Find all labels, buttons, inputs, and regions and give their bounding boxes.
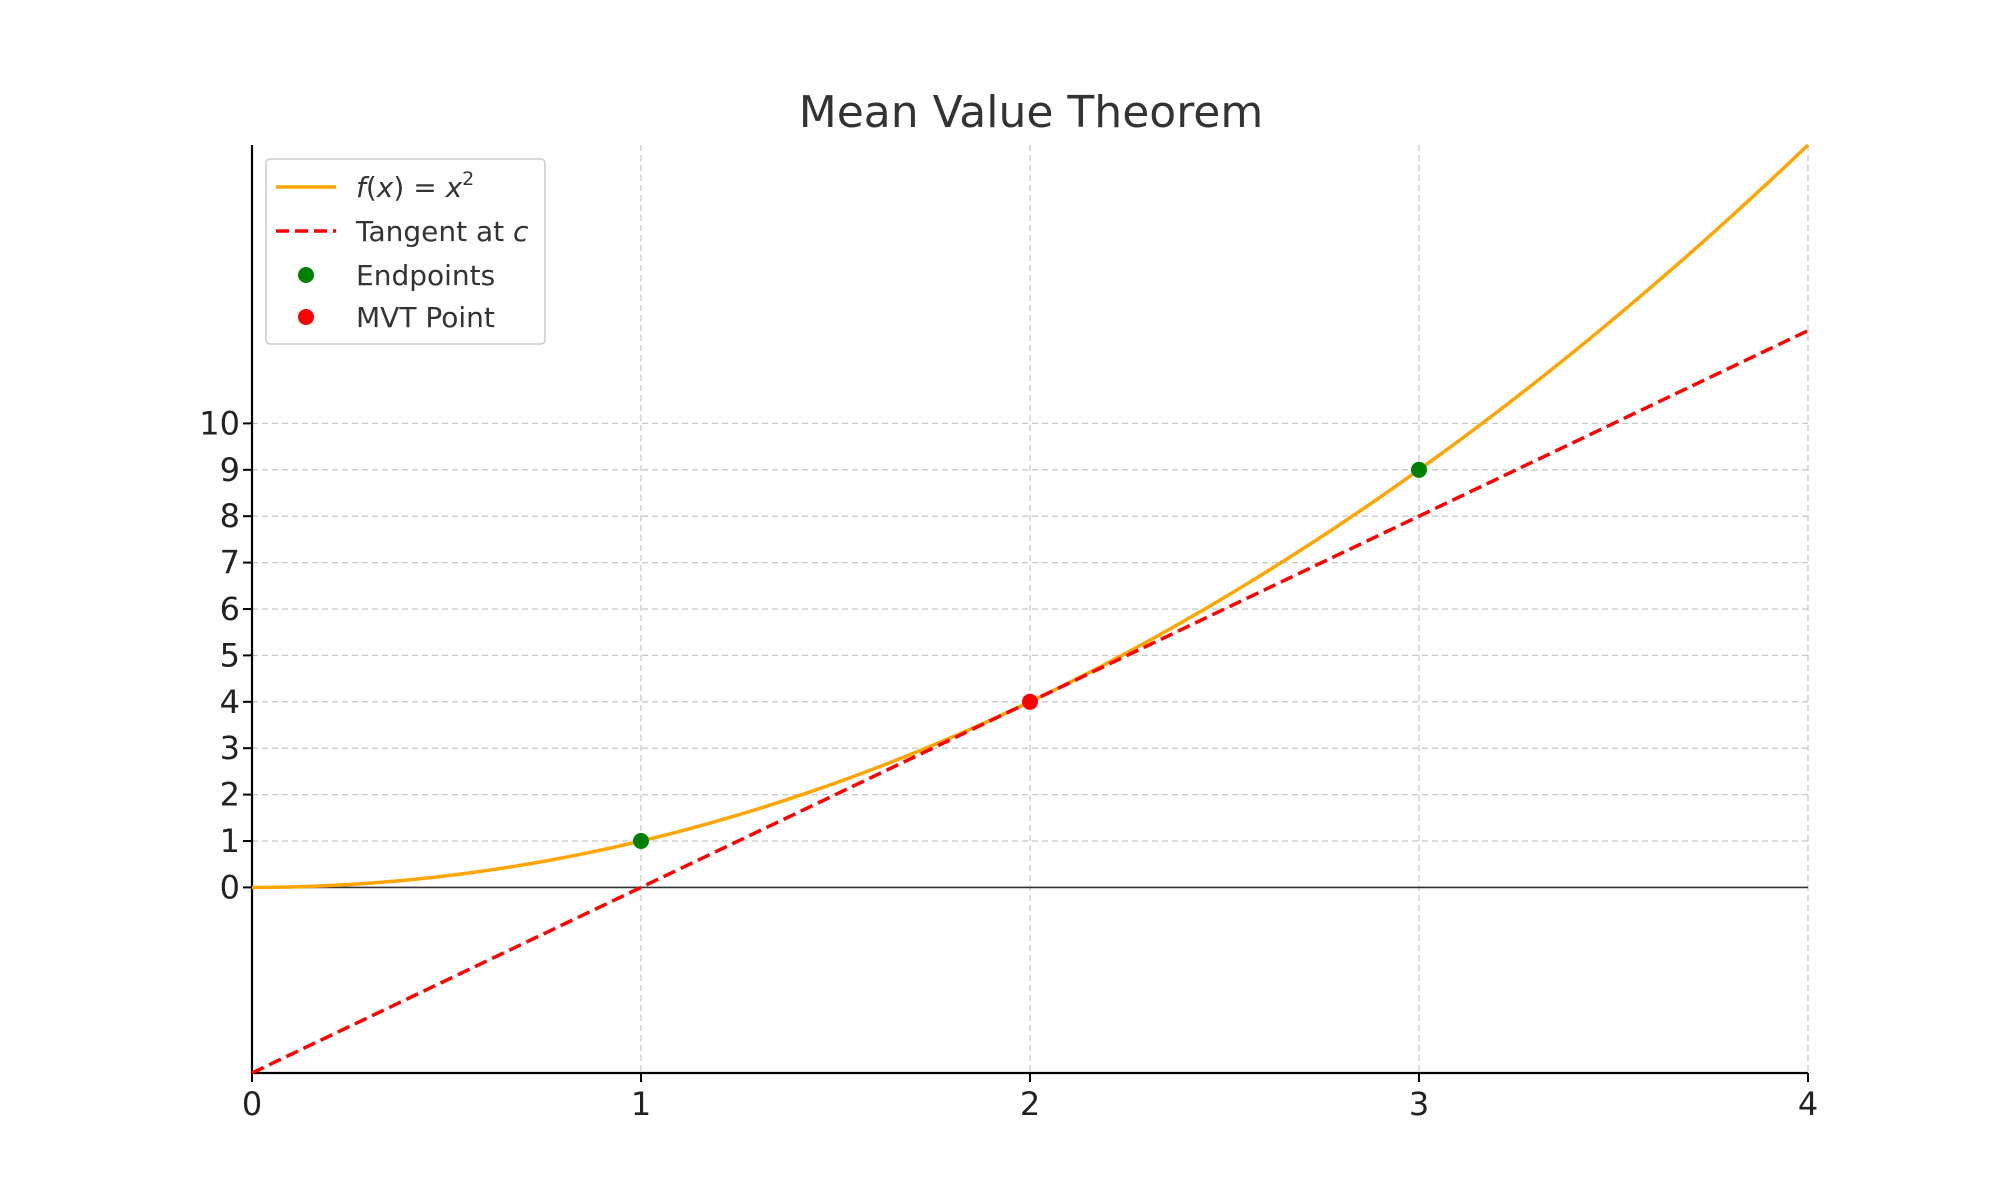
legend-exponent: 2 <box>462 168 474 190</box>
legend-endpoints-marker <box>298 267 314 283</box>
endpoint-marker <box>633 833 649 849</box>
y-tick-label: 3 <box>220 729 240 767</box>
legend-label-endpoints: Endpoints <box>356 259 495 292</box>
legend-x-base: x <box>445 171 463 204</box>
axes <box>243 145 1809 1082</box>
y-tick-label: 2 <box>220 776 240 814</box>
legend-label-curve: f(x) = x2 <box>356 168 474 204</box>
legend-open-paren: ( <box>366 171 377 204</box>
x-tick-label: 4 <box>1798 1085 1818 1123</box>
y-tick-label: 8 <box>220 497 240 535</box>
y-tick-label: 4 <box>220 683 240 721</box>
y-tick-label: 9 <box>220 451 240 489</box>
x-tick-label: 0 <box>242 1085 262 1123</box>
y-tick-label: 10 <box>199 404 240 442</box>
legend-mvt-marker <box>298 309 314 325</box>
chart-title: Mean Value Theorem <box>799 87 1264 138</box>
legend-tangent-prefix: Tangent at <box>355 215 513 248</box>
legend-tangent-c: c <box>513 215 529 248</box>
series <box>251 143 1810 1075</box>
endpoint-marker <box>1411 461 1427 478</box>
x-tick-label: 1 <box>631 1085 651 1123</box>
y-tick-label: 5 <box>220 636 240 674</box>
y-tick-label: 7 <box>220 544 240 582</box>
y-tick-label: 0 <box>220 868 240 906</box>
y-tick-label: 6 <box>220 590 240 628</box>
legend-label-mvt: MVT Point <box>356 301 495 334</box>
legend-close-paren: ) <box>393 171 404 204</box>
legend-label-tangent: Tangent at c <box>355 215 529 248</box>
mvt-point-marker <box>1022 693 1038 710</box>
legend-box <box>265 158 546 345</box>
legend-x: x <box>376 171 394 204</box>
legend-equals: = <box>404 171 445 204</box>
x-tick-label: 3 <box>1409 1085 1429 1123</box>
tick-labels: 0 1 2 3 4 0 1 2 3 4 5 6 7 8 9 10 <box>199 404 1818 1123</box>
y-tick-label: 1 <box>220 822 240 860</box>
x-tick-label: 2 <box>1020 1085 1040 1123</box>
legend: f(x) = x2 Tangent at c Endpoints MVT Poi… <box>265 158 546 345</box>
